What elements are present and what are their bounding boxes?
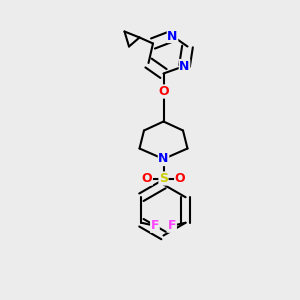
Text: O: O <box>158 85 169 98</box>
Text: N: N <box>167 29 178 43</box>
Text: F: F <box>168 219 176 232</box>
Text: F: F <box>151 219 159 232</box>
Text: O: O <box>142 172 152 185</box>
Text: N: N <box>179 59 190 73</box>
Text: N: N <box>158 152 169 166</box>
Text: O: O <box>175 172 185 185</box>
Text: S: S <box>159 172 168 185</box>
